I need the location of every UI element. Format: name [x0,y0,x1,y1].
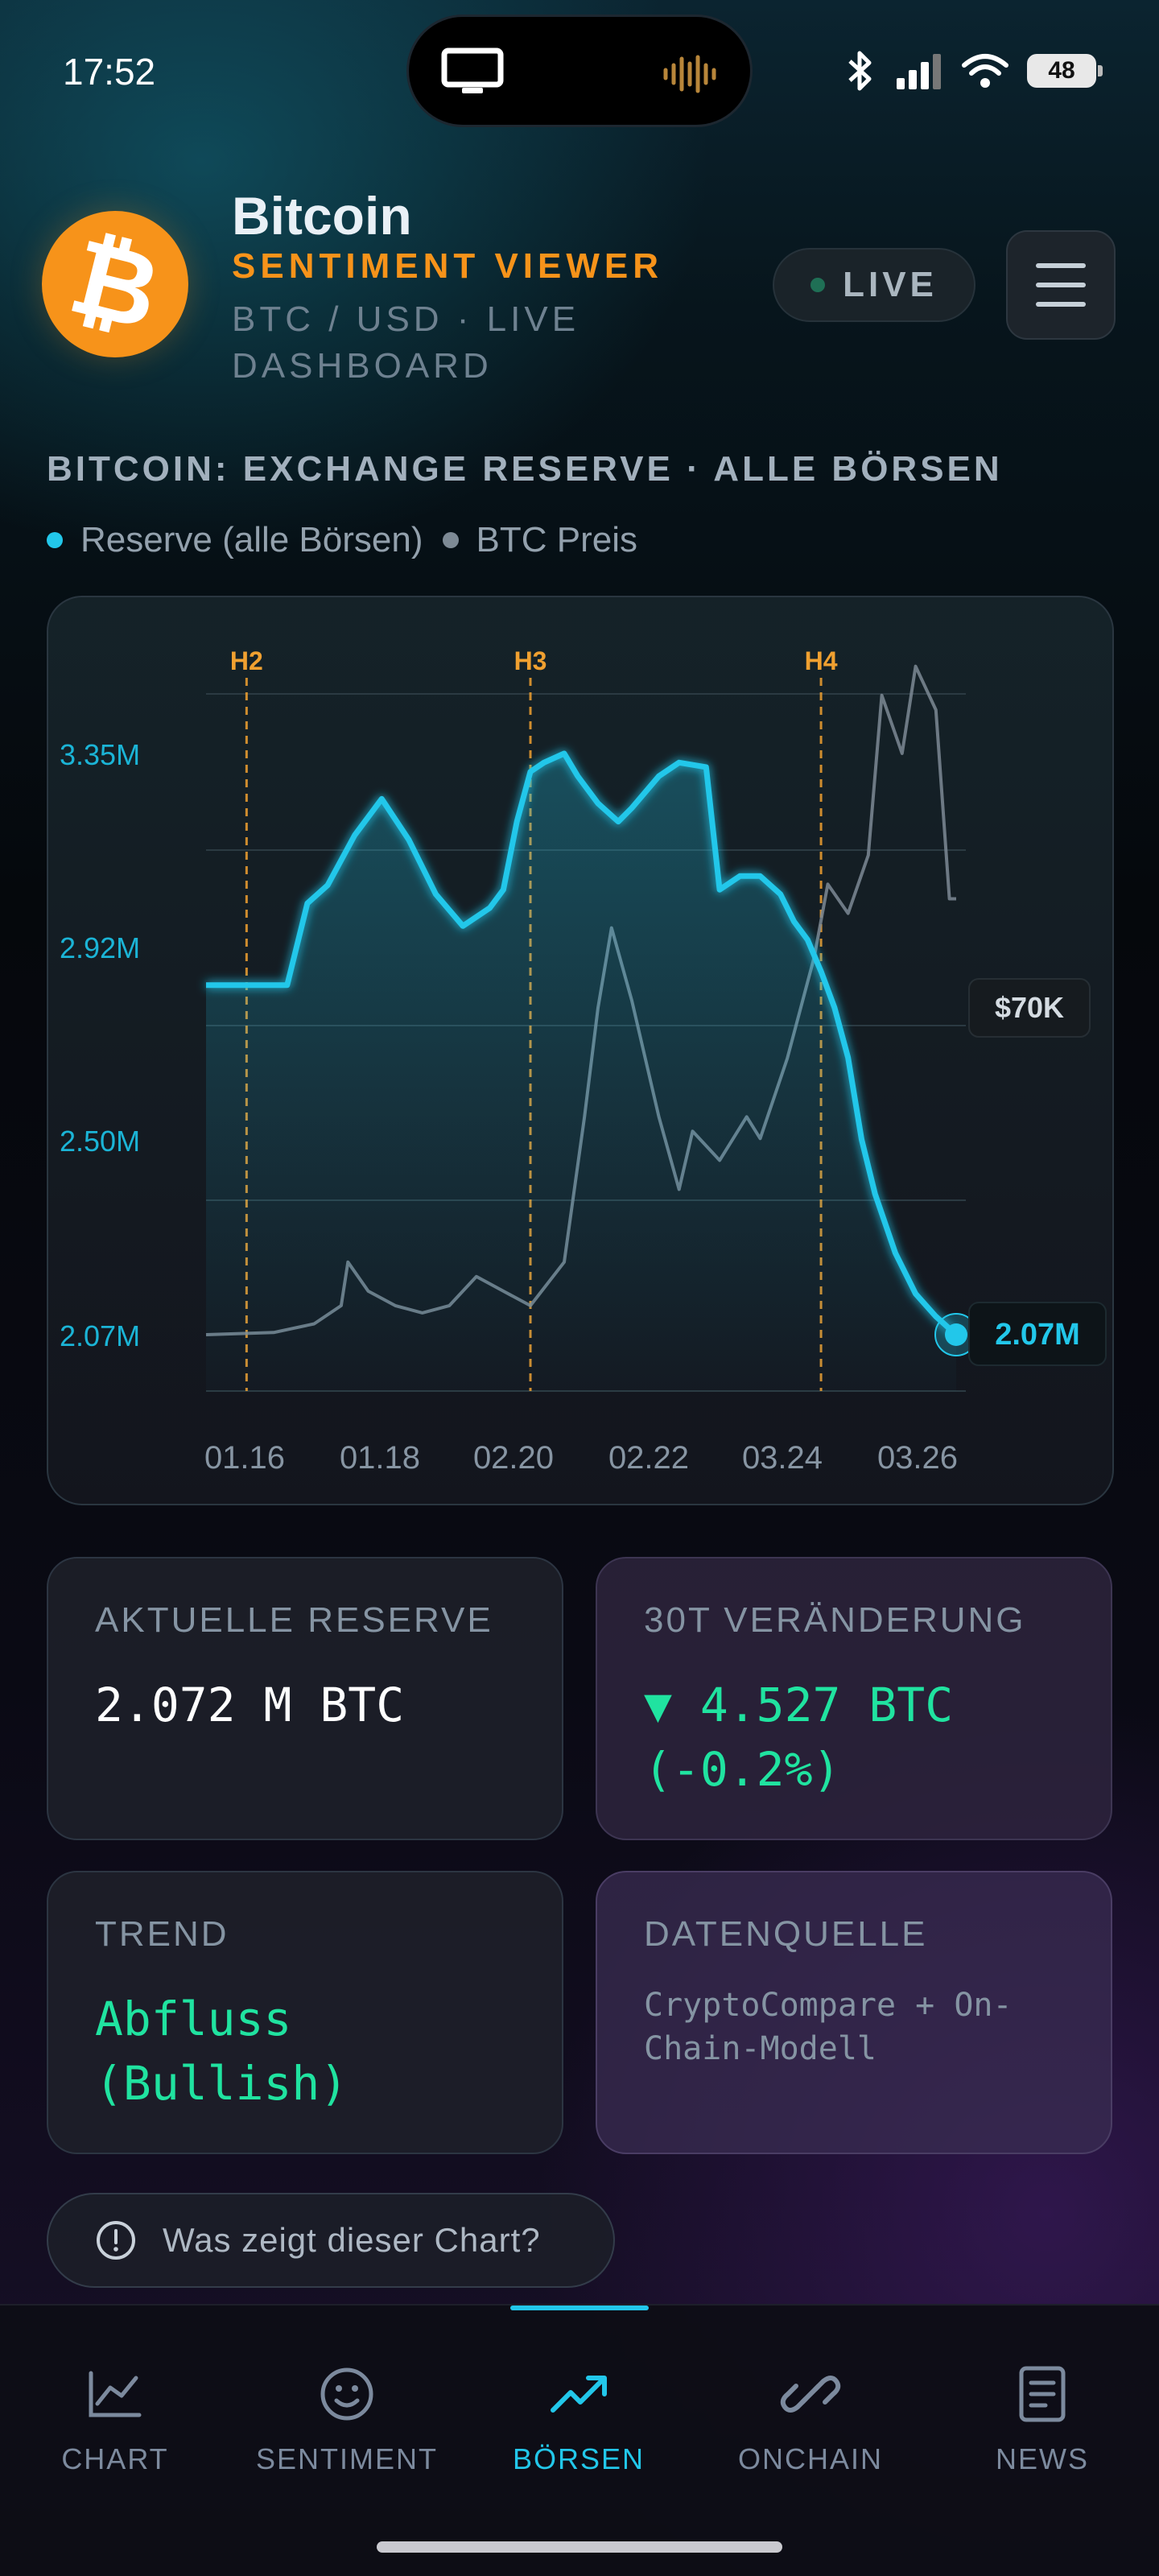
live-label: LIVE [843,265,938,304]
data-source-label: DATENQUELLE [644,1914,928,1954]
x-tick-label: 03.24 [742,1440,823,1476]
halving-label: H4 [805,646,838,675]
status-time: 17:52 [63,51,156,93]
chart-info-label: Was zeigt dieser Chart? [163,2221,541,2259]
legend-dot-reserve [47,532,63,548]
active-tab-indicator [510,2306,649,2310]
y-tick-label: 2.92M [60,931,140,964]
y-tick-label: 3.35M [60,738,140,771]
x-tick-label: 01.18 [340,1440,420,1476]
menu-button[interactable] [1006,230,1116,340]
bitcoin-logo-icon: ₿ [42,211,188,357]
app-subtitle: SENTIMENT VIEWER [232,246,664,286]
legend-dot-price [442,532,459,548]
reserve-series-area [206,753,956,1391]
app-title: Bitcoin [232,186,412,246]
nav-item-chart[interactable]: CHART [19,2362,212,2476]
status-icons: 48 [845,50,1103,92]
halving-label: H2 [230,646,263,675]
nav-item-onchain[interactable]: ONCHAIN [714,2362,907,2476]
trending-up-icon [551,2376,607,2413]
change-30d-label: 30T VERÄNDERUNG [644,1600,1026,1640]
legend-item-reserve[interactable]: Reserve (alle Börsen) [47,520,423,560]
legend-label-price: BTC Preis [476,520,637,559]
live-dot-icon [810,278,826,292]
trend-card: TREND Abfluss (Bullish) [47,1871,563,2154]
reserve-end-label-bg [968,1302,1107,1366]
halving-label: H3 [514,646,547,675]
change-30d-card: 30T VERÄNDERUNG ▼ 4.527 BTC (-0.2%) [596,1557,1112,1840]
nav-label-boersen: BÖRSEN [512,2442,645,2475]
info-circle-icon [97,2221,135,2260]
wifi-icon [962,54,1008,88]
tv-icon [441,47,504,93]
y-tick-label: 2.50M [60,1125,140,1158]
bitcoin-logo-symbol: ₿ [59,217,171,352]
nav-item-sentiment[interactable]: SENTIMENT [250,2362,443,2476]
chart-info-button[interactable]: Was zeigt dieser Chart? [47,2193,615,2288]
reserve-end-label: 2.07M [995,1318,1080,1352]
price-end-label-bg [968,978,1091,1038]
legend-label-reserve: Reserve (alle Börsen) [80,520,423,559]
dynamic-island [406,14,753,127]
bluetooth-icon [848,51,872,91]
y-tick-label: 2.07M [60,1319,140,1352]
chart-title: BITCOIN: EXCHANGE RESERVE · ALLE BÖRSEN [47,449,1003,489]
status-bar: 17:52 48 [0,0,1159,137]
link-icon [780,2376,841,2413]
live-status-pill[interactable]: LIVE [773,248,975,322]
battery-indicator: 48 [1027,54,1103,88]
trend-label: TREND [95,1914,229,1954]
signal-icon [897,54,941,89]
current-reserve-value: 2.072 M BTC [95,1678,405,1732]
bottom-navigation: CHART SENTIMENT BÖRSEN ONCHAIN N [0,2304,1159,2576]
nav-item-news[interactable]: NEWS [946,2362,1139,2476]
price-end-label: $70K [995,991,1064,1024]
hamburger-menu-icon [1036,263,1086,268]
document-icon [1019,2366,1066,2422]
current-reserve-card: AKTUELLE RESERVE 2.072 M BTC [47,1557,563,1840]
hamburger-line [1036,302,1086,307]
trend-value: Abfluss (Bullish) [95,1992,349,2111]
data-source-card: DATENQUELLE CryptoCompare + On-Chain-Mod… [596,1871,1112,2154]
nav-label-sentiment: SENTIMENT [255,2442,438,2475]
x-tick-label: 03.26 [877,1440,958,1476]
x-tick-label: 02.20 [473,1440,554,1476]
exchange-reserve-chart[interactable]: 3.35M 2.92M 2.50M 2.07M 01.16 01.18 02.20 02.22… [47,596,1114,1505]
nav-label-chart: CHART [61,2442,169,2475]
nav-item-boersen[interactable]: BÖRSEN [482,2362,675,2476]
chart-svg: 3.35M 2.92M 2.50M 2.07M 01.16 01.18 02.20 02.22… [60,646,1107,1476]
reserve-series-line [206,750,959,1337]
app-header: ₿ Bitcoin SENTIMENT VIEWER BTC / USD · L… [0,177,1159,402]
x-tick-label: 02.22 [608,1440,689,1476]
change-30d-value: ▼ 4.527 BTC (-0.2%) [644,1678,954,1797]
app-tagline: BTC / USD · LIVE DASHBOARD [232,299,580,386]
nav-label-news: NEWS [996,2442,1089,2475]
chart-legend: Reserve (alle Börsen) BTC Preis [47,520,657,560]
line-chart-icon [89,2371,142,2417]
hamburger-line [1036,283,1086,287]
legend-item-price[interactable]: BTC Preis [442,520,637,560]
data-source-value: CryptoCompare + On-Chain-Modell [644,1987,1013,2067]
home-indicator[interactable] [377,2541,782,2553]
x-tick-label: 01.16 [204,1440,285,1476]
current-reserve-label: AKTUELLE RESERVE [95,1600,493,1640]
nav-label-onchain: ONCHAIN [737,2442,883,2475]
smiley-icon [320,2368,373,2421]
reserve-end-dot [945,1323,967,1346]
audio-wave-icon [663,55,716,93]
